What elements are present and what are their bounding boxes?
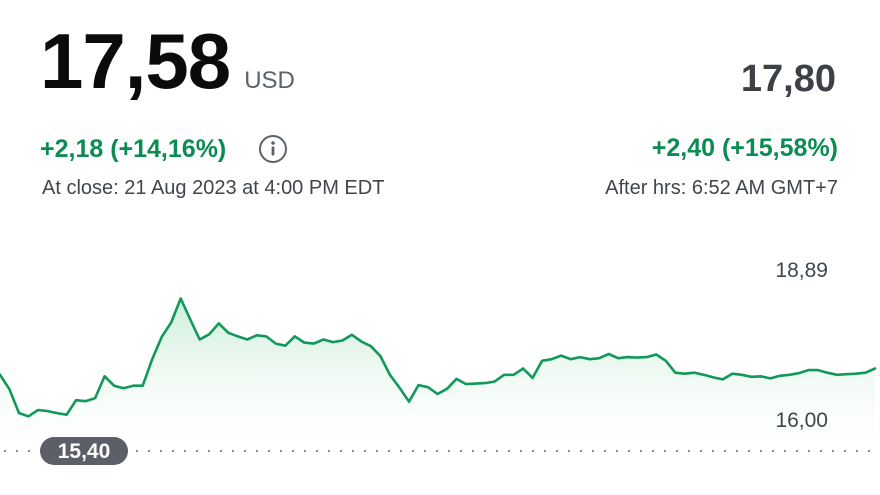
y-axis-low-label: 16,00 [775,409,828,432]
price-chart[interactable]: 18,89 16,00 15,40 [0,240,880,495]
currency-label: USD [244,67,295,94]
current-price: 17,58 [40,17,231,105]
price-line [0,297,877,418]
after-hours-price: 17,80 [740,58,836,100]
change-row: +2,18 (+14,16%) [40,134,288,164]
close-time: At close: 21 Aug 2023 at 4:00 PM EDT [42,177,385,199]
price-change: +2,18 (+14,16%) [40,134,227,163]
after-hours-time: After hrs: 6:52 AM GMT+7 [605,177,838,199]
info-icon[interactable] [258,134,288,164]
after-hours-change: +2,40 (+15,58%) [651,134,838,162]
previous-close-label: 15,40 [58,440,111,463]
price-area-fill [0,298,875,451]
y-axis-high-label: 18,89 [775,259,828,282]
price-header: 17,58 USD [40,22,295,100]
previous-close-badge: 15,40 [40,437,128,465]
